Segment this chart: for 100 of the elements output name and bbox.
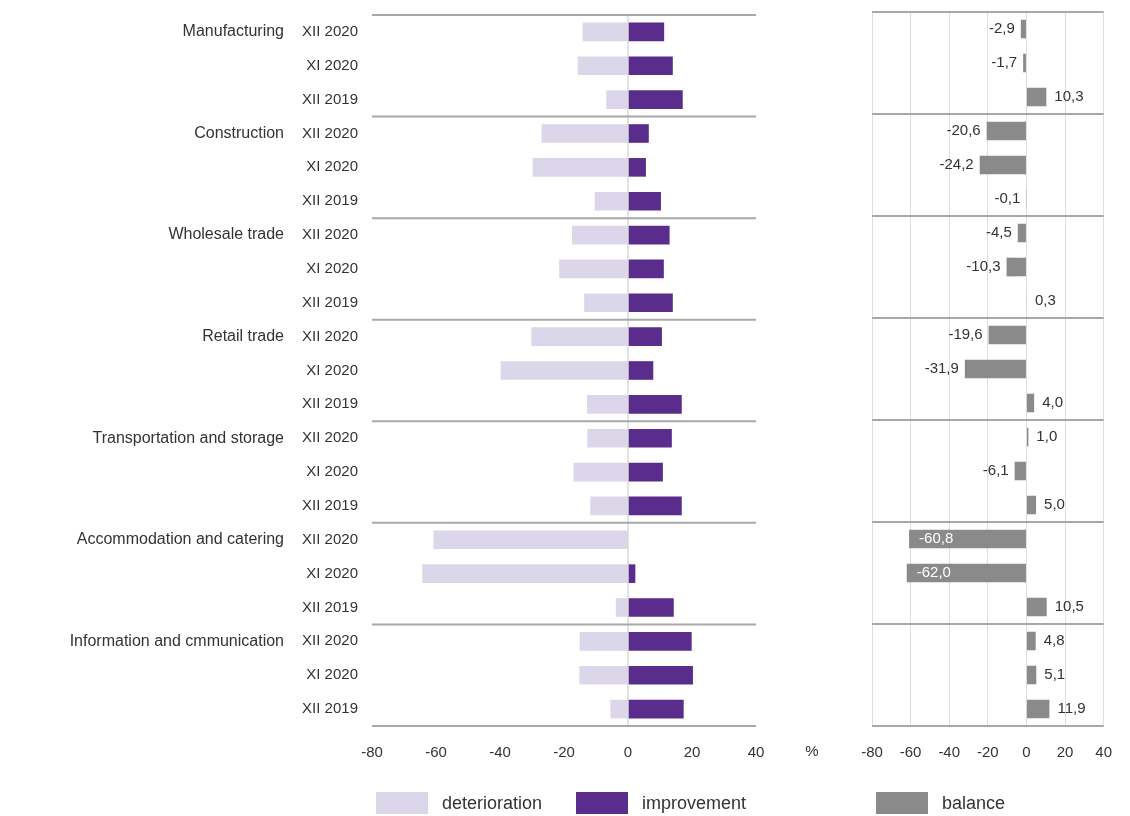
bar — [500, 361, 628, 380]
bar — [628, 56, 673, 76]
y-tick-label: XII 2020 — [302, 428, 358, 446]
bar — [628, 191, 661, 211]
text: Retail trade — [202, 327, 285, 345]
x-tick-label: -20 — [553, 743, 575, 761]
data-label: -10,3 — [966, 257, 1001, 275]
bar — [582, 22, 628, 42]
data-label: 10,5 — [1054, 597, 1084, 615]
bar — [532, 158, 628, 177]
data-label: 4,0 — [1042, 393, 1064, 411]
bar — [986, 121, 1026, 141]
legend-label: balance — [942, 792, 1006, 814]
y-tick-label: XII 2019 — [302, 292, 358, 310]
bar — [1006, 257, 1026, 277]
bar — [1020, 19, 1026, 39]
y-tick-label: XII 2019 — [302, 394, 358, 412]
bar — [573, 462, 628, 482]
x-tick-label: -20 — [976, 743, 999, 761]
y-tick-label: XII 2019 — [302, 597, 358, 615]
y-tick-label: XI 2020 — [306, 157, 358, 175]
data-label: -19,6 — [948, 325, 983, 343]
legend-label: improvement — [642, 792, 747, 814]
bar — [1026, 495, 1037, 515]
x-tick-label: -40 — [489, 743, 511, 761]
legend-label: deterioration — [442, 792, 543, 814]
y-tick-label: XII 2019 — [302, 699, 358, 717]
text: Manufacturing — [182, 22, 284, 40]
bar — [988, 325, 1026, 345]
data-label: -60,8 — [919, 529, 954, 547]
data-label: -31,9 — [924, 359, 959, 377]
bar — [579, 632, 628, 651]
data-label: 5,1 — [1044, 665, 1066, 683]
bar — [579, 665, 628, 685]
x-axis-title: % — [805, 742, 819, 760]
bar — [1017, 223, 1026, 243]
y-tick-label: XII 2019 — [302, 89, 358, 107]
bar — [1023, 53, 1026, 73]
x-tick-label: -60 — [899, 743, 922, 761]
bar — [594, 191, 628, 211]
y-tick-label: XI 2020 — [306, 462, 358, 480]
data-label: -20,6 — [946, 121, 981, 139]
bar — [628, 665, 693, 685]
data-label: 4,8 — [1043, 631, 1065, 649]
bar — [1014, 461, 1026, 481]
y-tick-label: XII 2020 — [302, 123, 358, 141]
y-tick-label: XI 2020 — [306, 563, 358, 581]
bar — [1026, 393, 1035, 413]
bar — [628, 632, 692, 651]
bar — [1026, 87, 1047, 107]
bar — [1026, 665, 1037, 685]
bar — [606, 90, 628, 109]
y-tick-label: XII 2020 — [302, 225, 358, 243]
bar — [1026, 597, 1047, 617]
y-tick-label: XII 2020 — [302, 529, 358, 547]
y-tick-label: XI 2020 — [306, 259, 358, 277]
bar — [628, 428, 672, 448]
bar — [628, 327, 662, 346]
bar — [422, 564, 628, 583]
data-label: -0,1 — [994, 189, 1021, 207]
y-tick-label: XII 2020 — [302, 326, 358, 344]
bar — [628, 259, 664, 279]
x-tick-label: -60 — [425, 743, 447, 761]
bar — [1026, 699, 1050, 719]
bar — [587, 395, 628, 414]
x-tick-label: 0 — [1022, 743, 1031, 761]
data-label: 5,0 — [1044, 495, 1065, 513]
y-tick-label: XII 2019 — [302, 496, 358, 514]
bar — [628, 158, 646, 177]
bar — [433, 530, 628, 550]
text: Construction — [194, 123, 284, 141]
bar — [628, 124, 649, 143]
bar — [979, 155, 1026, 175]
x-tick-label: 20 — [683, 743, 701, 761]
text: Information and cmmunication — [69, 631, 284, 649]
bar — [628, 293, 673, 313]
data-label: -1,7 — [991, 53, 1018, 71]
bar — [559, 259, 628, 279]
bar — [584, 293, 628, 313]
text: Accommodation and catering — [76, 530, 284, 548]
x-tick-label: 40 — [1095, 743, 1112, 761]
bar — [628, 462, 663, 482]
x-tick-label: -80 — [861, 743, 883, 761]
bar — [615, 598, 628, 617]
bar — [541, 124, 628, 143]
y-tick-label: XII 2019 — [302, 191, 358, 209]
data-label: -4,5 — [985, 223, 1012, 241]
data-label: 0,3 — [1035, 291, 1056, 309]
bar — [587, 428, 628, 448]
text: Wholesale trade — [168, 225, 285, 243]
data-label: 1,0 — [1036, 427, 1058, 445]
bar — [628, 22, 665, 42]
bar — [628, 361, 654, 380]
bar — [628, 699, 684, 719]
bar — [628, 598, 674, 617]
x-tick-label: -80 — [361, 743, 383, 761]
x-tick-label: 0 — [623, 743, 633, 761]
bar — [1026, 631, 1036, 651]
bar — [964, 359, 1026, 379]
y-tick-label: XII 2020 — [302, 631, 358, 649]
